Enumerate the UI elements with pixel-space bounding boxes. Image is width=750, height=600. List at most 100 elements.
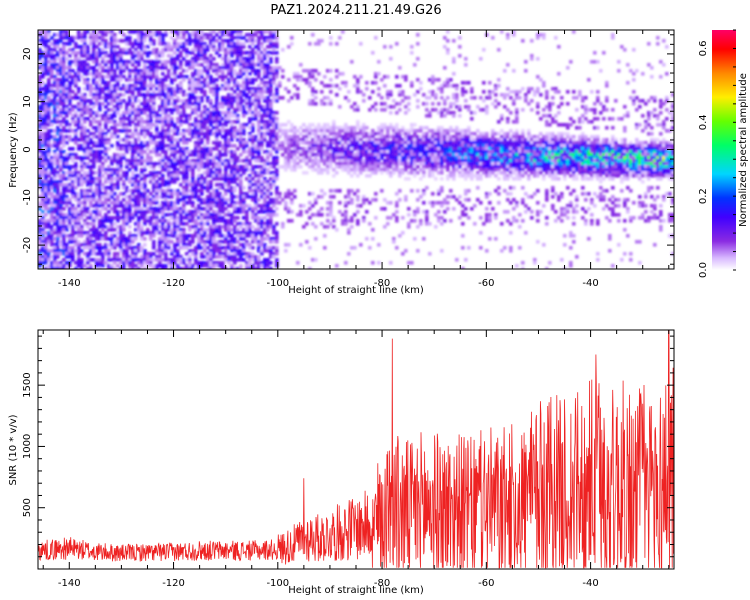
spectrogram-cell (89, 120, 93, 124)
spectrogram-cell (515, 96, 519, 100)
spectrogram-cell (581, 153, 585, 157)
spectrogram-cell (458, 153, 462, 157)
spectrogram-cell (515, 117, 519, 121)
spectrogram-cell (194, 123, 198, 127)
spectrogram-cell (671, 150, 674, 154)
spectrogram-cell (68, 90, 72, 94)
spectrogram-cell (428, 165, 432, 169)
spectrogram-cell (221, 45, 225, 49)
spectrogram-cell (44, 51, 48, 55)
spectrogram-cell (203, 36, 207, 40)
spectrogram-cell (56, 39, 60, 43)
spectrogram-cell (272, 132, 276, 136)
spectrogram-cell (185, 48, 189, 52)
spectrogram-cell (188, 60, 192, 64)
spectrogram-cell (596, 144, 600, 148)
spectrogram-cell (149, 87, 153, 91)
spectrogram-cell (395, 132, 399, 136)
spectrogram-cell (386, 138, 390, 142)
spectrogram-cell (221, 87, 225, 91)
spectrogram-cell (239, 102, 243, 106)
spectrogram-cell (68, 147, 72, 151)
spectrogram-cell (269, 72, 273, 76)
spectrogram-cell (524, 159, 528, 163)
spectrogram-cell (179, 120, 183, 124)
spectrogram-cell (206, 138, 210, 142)
spectrogram-cell (413, 165, 417, 169)
spectrogram-cell (545, 123, 549, 127)
spectrogram-cell (605, 147, 609, 151)
spectrogram-cell (134, 132, 138, 136)
spectrogram-cell (344, 156, 348, 160)
spectrogram-cell (449, 150, 453, 154)
spectrogram-cell (134, 147, 138, 151)
spectrogram-cell (611, 162, 615, 166)
spectrogram-cell (209, 87, 213, 91)
spectrogram-cell (272, 99, 276, 103)
spectrogram-cell (107, 42, 111, 46)
spectrogram-cell (98, 126, 102, 130)
spectrogram-cell (266, 84, 270, 88)
spectrogram-cell (149, 84, 153, 88)
spectrogram-cell (182, 69, 186, 73)
spectrogram-cell (218, 132, 222, 136)
spectrogram-cell (356, 132, 360, 136)
spectrogram-cell (377, 168, 381, 172)
spectrogram-cell (644, 153, 648, 157)
spectrogram-cell (338, 126, 342, 130)
spectrogram-cell (173, 150, 177, 154)
spectrogram-cell (92, 33, 96, 37)
spectrogram-cell (86, 105, 90, 109)
spectrogram-cell (95, 33, 99, 37)
spectrogram-cell (347, 165, 351, 169)
spectrogram-cell (497, 132, 501, 136)
spectrogram-cell (569, 165, 573, 169)
spectrogram-cell (128, 51, 132, 55)
spectrogram-cell (470, 90, 474, 94)
spectrogram-cell (44, 153, 48, 157)
spectrogram-cell (161, 63, 165, 67)
spectrogram-cell (134, 138, 138, 142)
spectrogram-cell (224, 138, 228, 142)
spectrogram-cell (50, 168, 54, 172)
spectrogram-cell (476, 165, 480, 169)
spectrogram-cell (644, 165, 648, 169)
spectrogram-cell (416, 156, 420, 160)
spectrogram-cell (197, 135, 201, 139)
spectrogram-cell (149, 33, 153, 37)
spectrogram-cell (512, 30, 516, 34)
spectrogram-cell (266, 51, 270, 55)
spectrogram-cell (134, 60, 138, 64)
spectrogram-cell (410, 153, 414, 157)
spectrogram-cell (335, 69, 339, 73)
spectrogram-cell (317, 123, 321, 127)
spectrogram-cell (467, 138, 471, 142)
spectrogram-cell (80, 33, 84, 37)
spectrogram-cell (257, 141, 261, 145)
spectrogram-cell (167, 168, 171, 172)
spectrogram-cell (323, 123, 327, 127)
spectrogram-cell (125, 102, 129, 106)
spectrogram-cell (437, 144, 441, 148)
spectrogram-cell (116, 171, 120, 175)
spectrogram-cell (236, 168, 240, 172)
spectrogram-cell (68, 171, 72, 175)
spectrogram-cell (545, 147, 549, 151)
spectrogram-cell (425, 165, 429, 169)
spectrogram-cell (275, 87, 279, 91)
spectrogram-cell (179, 156, 183, 160)
spectrogram-cell (659, 144, 663, 148)
spectrogram-cell (38, 135, 42, 139)
spectrogram-cell (347, 138, 351, 142)
spectrogram-cell (188, 51, 192, 55)
spectrogram-cell (533, 90, 537, 94)
spectrogram-cell (281, 75, 285, 79)
spectrogram-cell (665, 168, 669, 172)
spectrogram-cell (197, 144, 201, 148)
spectrogram-cell (77, 171, 81, 175)
spectrogram-cell (212, 105, 216, 109)
spectrogram-cell (206, 72, 210, 76)
spectrogram-cell (125, 126, 129, 130)
spectrogram-cell (254, 156, 258, 160)
spectrogram-cell (434, 156, 438, 160)
